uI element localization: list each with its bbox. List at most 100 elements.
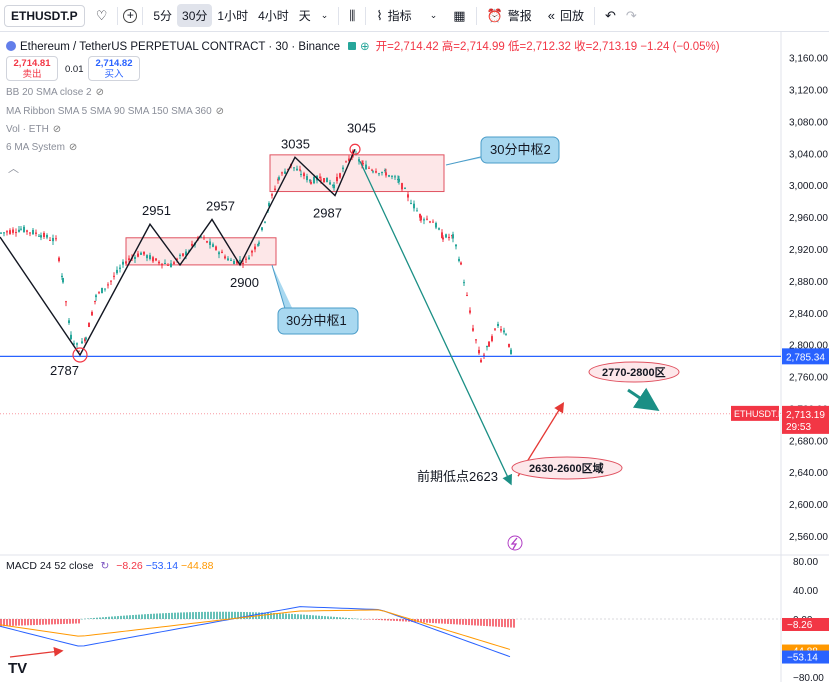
candle-body xyxy=(284,171,286,174)
interval-30m[interactable]: 30分 xyxy=(177,4,213,27)
candle-body xyxy=(404,188,406,190)
indicator-ma-system[interactable]: 6 MA System ⊘ xyxy=(6,142,77,153)
consolidation-zone[interactable] xyxy=(125,237,277,266)
macd-histogram-bar xyxy=(168,612,170,619)
macd-histogram-bar xyxy=(60,619,62,625)
symbol-tag xyxy=(731,405,779,421)
zigzag-line[interactable] xyxy=(0,148,356,357)
candle-body xyxy=(323,178,325,183)
candle-body xyxy=(6,231,8,233)
macd-histogram-bar xyxy=(111,616,113,619)
indicator-label: 6 MA System xyxy=(6,142,65,153)
candle-body xyxy=(429,221,431,223)
current-price-tag xyxy=(782,405,829,434)
sell-label: 卖出 xyxy=(22,69,42,80)
buy-button[interactable]: 2,714.82 买入 xyxy=(88,56,140,81)
symbol-button[interactable]: ETHUSDT.P xyxy=(4,4,85,27)
interval-5m[interactable]: 5分 xyxy=(153,9,173,23)
alert-button[interactable]: 警报 xyxy=(507,9,532,23)
interval-4h[interactable]: 4小时 xyxy=(258,9,289,23)
candle-body xyxy=(224,256,226,259)
candle-body xyxy=(179,254,181,256)
eye-off-icon[interactable]: ⊘ xyxy=(68,142,78,153)
chart-legend: Ethereum / TetherUS PERPETUAL CONTRACT ·… xyxy=(6,38,720,54)
candle-body xyxy=(152,257,154,262)
macd-histogram-bar xyxy=(402,619,404,622)
eye-off-icon[interactable]: ⊘ xyxy=(95,87,104,98)
chevron-down-icon[interactable]: ⌄ xyxy=(429,10,438,20)
eye-icon[interactable]: ⊕ xyxy=(359,41,370,53)
consolidation-zone[interactable] xyxy=(269,154,445,193)
candle-body xyxy=(143,251,145,255)
target-zone-ellipse[interactable] xyxy=(511,456,623,480)
macd-histogram-bar xyxy=(426,619,428,623)
macd-tick-label: 80.00 xyxy=(793,557,818,568)
undo-icon[interactable]: ↶ xyxy=(604,7,616,23)
price-axis[interactable]: 2,560.002,600.002,640.002,680.002,720.00… xyxy=(789,54,828,543)
candle-body xyxy=(413,203,415,209)
macd-histogram-bar xyxy=(477,619,479,626)
macd-histogram-bar xyxy=(345,617,347,619)
candle-body xyxy=(70,334,72,340)
macd-histogram-bar xyxy=(330,616,332,619)
candle-body xyxy=(85,337,87,340)
replay-button[interactable]: 回放 xyxy=(559,9,584,23)
eye-off-icon[interactable]: ⊘ xyxy=(52,124,62,135)
macd-histogram-bar xyxy=(438,619,440,624)
settings-icon[interactable]: ↻ xyxy=(100,560,110,572)
price-tick-label: 3,000.00 xyxy=(789,181,828,192)
lightning-icon xyxy=(510,537,518,550)
interval-1d[interactable]: 天 xyxy=(298,9,311,23)
candle-body xyxy=(505,334,507,336)
macd-histogram-bar xyxy=(39,619,41,625)
candle-body xyxy=(274,188,276,190)
chevron-down-icon[interactable]: ⌄ xyxy=(320,10,329,20)
macd-histogram-bar xyxy=(348,618,350,619)
spread-value: 0.01 xyxy=(65,64,84,75)
macd-histogram-bar xyxy=(504,619,506,628)
candle-body xyxy=(173,262,175,264)
collapse-chevron-icon[interactable]: ︿ xyxy=(8,163,19,175)
macd-histogram-bar xyxy=(195,612,197,619)
candle-body xyxy=(264,221,266,223)
interval-1h[interactable]: 1小时 xyxy=(217,9,249,23)
indicator-ma-ribbon[interactable]: MA Ribbon SMA 5 SMA 90 SMA 150 SMA 360 ⊘ xyxy=(6,106,224,117)
plus-icon[interactable]: + xyxy=(123,8,138,23)
indicators-button[interactable]: 指标 xyxy=(387,9,412,23)
sell-button[interactable]: 2,714.81 卖出 xyxy=(6,56,58,81)
indicator-bb[interactable]: BB 20 SMA close 2 ⊘ xyxy=(6,87,104,98)
target-arrow[interactable] xyxy=(627,387,660,411)
heart-icon[interactable]: ♡ xyxy=(95,7,108,23)
redo-icon[interactable]: ↷ xyxy=(625,7,637,23)
macd-histogram-bar xyxy=(267,612,269,619)
price-tick-label: 3,040.00 xyxy=(789,149,828,160)
zone-callout[interactable] xyxy=(277,307,359,335)
indicator-label: MA Ribbon SMA 5 SMA 90 SMA 150 SMA 360 xyxy=(6,106,212,117)
macd-histogram-bar xyxy=(483,619,485,626)
price-tick-label: 3,160.00 xyxy=(789,54,828,65)
candle-style-icon[interactable]: ⫼ xyxy=(349,7,356,23)
target-zone-ellipse[interactable] xyxy=(588,361,680,383)
zone-callout[interactable] xyxy=(480,136,560,164)
macd-tick-label: −80.00 xyxy=(793,673,824,682)
layout-icon[interactable]: ▦ xyxy=(453,7,466,23)
eye-off-icon[interactable]: ⊘ xyxy=(215,106,225,117)
candle-body xyxy=(394,176,396,178)
candle-body xyxy=(448,236,450,238)
alert-icon[interactable]: ⏰ xyxy=(486,7,503,23)
indicator-volume[interactable]: Vol · ETH ⊘ xyxy=(6,124,61,135)
indicators-icon[interactable]: ⌇ xyxy=(376,7,383,23)
macd-histogram-bar xyxy=(474,619,476,626)
macd-histogram-bar xyxy=(231,611,233,619)
projection-arrow[interactable] xyxy=(359,160,512,486)
event-icon[interactable] xyxy=(507,535,523,551)
macd-histogram-bar xyxy=(183,612,185,619)
candle-body xyxy=(320,179,322,181)
macd-histogram-bar xyxy=(96,617,98,619)
macd-histogram-bar xyxy=(93,617,95,619)
candle-body xyxy=(426,218,428,220)
macd-histogram-bar xyxy=(306,614,308,619)
replay-icon[interactable]: « xyxy=(547,8,555,23)
macd-histogram-bar xyxy=(210,611,212,619)
